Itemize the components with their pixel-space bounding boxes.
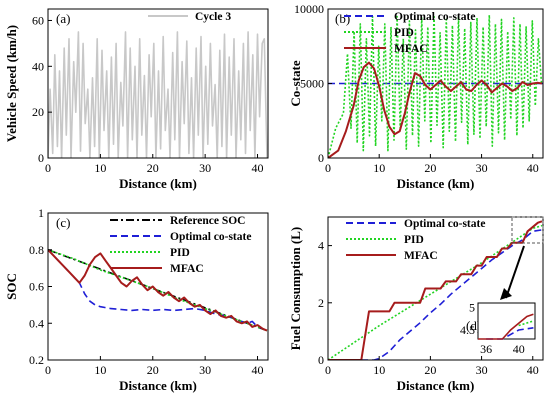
- y-axis-label: Fuel Consumption (L): [288, 227, 303, 351]
- series-group: [48, 31, 268, 158]
- x-tick-label: 20: [424, 363, 436, 377]
- legend-label: PID: [394, 27, 414, 39]
- inset-x-tick-label: 40: [513, 342, 525, 356]
- x-tick-label: 20: [147, 363, 159, 377]
- y-tick-label: 0.4: [29, 316, 44, 330]
- x-tick-label: 0: [45, 363, 51, 377]
- x-axis-label: Distance (km): [397, 176, 475, 191]
- y-axis-label: SOC: [4, 273, 19, 300]
- x-tick-label: 10: [94, 363, 106, 377]
- y-tick-label: 5000: [300, 77, 324, 91]
- x-tick-label: 0: [45, 161, 51, 175]
- y-tick-label: 20: [32, 105, 44, 119]
- inset-y-tick-label: 4.5: [460, 323, 475, 337]
- legend-label: Optimal co-state: [404, 218, 485, 230]
- legend-label: PID: [170, 247, 190, 259]
- legend-label: MFAC: [404, 250, 438, 262]
- x-tick-label: 10: [94, 161, 106, 175]
- panel-0: 0 10 20 30 40 0 20 40 60 Distance (km) Vehicle Spe…: [4, 8, 269, 191]
- x-tick-label: 10: [373, 161, 385, 175]
- x-tick-label: 30: [476, 363, 488, 377]
- series-line-pid: [328, 224, 543, 360]
- y-tick-label: 4: [318, 239, 324, 253]
- series-line-mfac: [328, 61, 543, 158]
- panel-tag: (a): [56, 11, 70, 26]
- panel-tag: (b): [335, 11, 350, 26]
- y-tick-label: 1: [38, 206, 44, 220]
- series-group: [328, 14, 543, 158]
- inset-series-line: [478, 313, 534, 340]
- y-tick-label: 10000: [294, 2, 324, 16]
- y-tick-label: 0.2: [29, 353, 44, 367]
- x-tick-label: 0: [325, 363, 331, 377]
- legend-label: PID: [404, 234, 424, 246]
- y-tick-label: 2: [318, 296, 324, 310]
- x-axis-label: Distance (km): [119, 378, 197, 393]
- x-tick-label: 40: [252, 363, 264, 377]
- x-axis-label: Distance (km): [119, 176, 197, 191]
- legend-label: Optimal co-state: [170, 231, 251, 243]
- legend-label: Reference SOC: [170, 215, 245, 227]
- x-tick-label: 40: [527, 161, 539, 175]
- series-group: [48, 249, 268, 332]
- inset-y-tick-label: 5: [469, 301, 475, 315]
- inset-series-line: [518, 320, 534, 327]
- panel-tag: (d): [466, 318, 481, 333]
- y-tick-label: 0: [318, 151, 324, 165]
- x-tick-label: 30: [199, 161, 211, 175]
- inset-x-tick-label: 36: [480, 342, 492, 356]
- y-tick-label: 0: [38, 151, 44, 165]
- y-axis-label: Co-state: [288, 60, 303, 106]
- x-tick-label: 40: [252, 161, 264, 175]
- legend-label: Cycle 3: [195, 11, 231, 23]
- panel-1: 0 10 20 30 40 0 5000 10000 Distance (km) Co-state…: [288, 2, 544, 191]
- zoom-arrow-head: [500, 288, 512, 300]
- y-axis-label: Vehicle Speed (km/h): [4, 25, 19, 142]
- zoom-box: [511, 216, 544, 244]
- inset: 36 40 4.5 5: [460, 216, 544, 356]
- series-group: [328, 220, 543, 360]
- x-tick-label: 0: [325, 161, 331, 175]
- series-line-cycle-3: [48, 31, 268, 158]
- y-tick-label: 0.6: [29, 280, 44, 294]
- inset-frame: [477, 302, 536, 340]
- x-tick-label: 40: [527, 363, 539, 377]
- y-tick-label: 0.8: [29, 243, 44, 257]
- legend-label: MFAC: [170, 263, 204, 275]
- legend-label: MFAC: [394, 43, 428, 55]
- zoom-arrow: [505, 245, 525, 299]
- y-tick-label: 60: [32, 13, 44, 27]
- panel-2: 0 10 20 30 40 0.2 0.4 0.6 0.8 1 Distance (km) SOC (c…: [4, 206, 269, 393]
- plot-frame: [327, 216, 544, 361]
- inset-series-line: [486, 327, 534, 340]
- y-tick-label: 40: [32, 59, 44, 73]
- x-tick-label: 20: [147, 161, 159, 175]
- x-axis-label: Distance (km): [397, 378, 475, 393]
- legend-label: Optimal co-state: [394, 11, 475, 23]
- x-tick-label: 30: [199, 363, 211, 377]
- series-line-mfac: [328, 220, 543, 360]
- series-line-optimal-co-state: [328, 229, 543, 360]
- x-tick-label: 20: [424, 161, 436, 175]
- panel-3: 0 10 20 30 40 0 2 4 Distance (km) Fuel Consumptio…: [288, 216, 544, 393]
- y-tick-label: 0: [318, 353, 324, 367]
- x-tick-label: 30: [476, 161, 488, 175]
- plot-frame: [47, 8, 269, 159]
- panel-tag: (c): [56, 215, 70, 230]
- series-line-mfac: [48, 249, 268, 332]
- x-tick-label: 10: [373, 363, 385, 377]
